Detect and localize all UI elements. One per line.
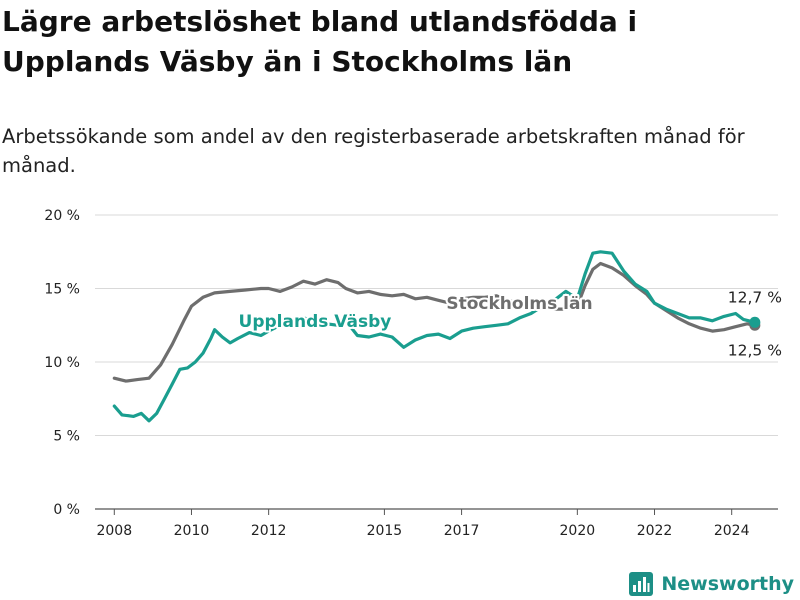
bar-chart-logo-icon xyxy=(629,572,654,596)
x-tick-label: 2010 xyxy=(174,523,210,539)
end-label-stockholms-lan: 12,5 % xyxy=(728,341,782,359)
series-line-stockholms-lan xyxy=(112,261,757,383)
x-tick-label: 2012 xyxy=(251,523,287,539)
x-tick-label: 2017 xyxy=(444,523,480,539)
brand-name: Newsworthy xyxy=(661,573,794,595)
y-tick-label: 20 % xyxy=(44,208,80,224)
series-label-upplands-vasby: Upplands Väsby xyxy=(239,312,392,332)
y-tick-label: 5 % xyxy=(53,429,80,445)
y-tick-label: 0 % xyxy=(53,502,80,518)
chart-title: Lägre arbetslöshet bland utlandsfödda i … xyxy=(2,5,638,78)
brand-logo: Newsworthy xyxy=(629,572,794,596)
line-chart: 0 % 5 % 10 % 15 % 20 % 2008 2010 2012 2015 2017 20… xyxy=(44,208,782,539)
x-tick-label: 2020 xyxy=(560,523,596,539)
x-tick-label: 2015 xyxy=(367,523,403,539)
end-point-upplands-vasby xyxy=(749,316,761,328)
end-label-upplands-vasby: 12,7 % xyxy=(728,288,782,306)
x-tick-label: 2022 xyxy=(637,523,673,539)
series-label-stockholms-lan: Stockholms län xyxy=(446,294,592,314)
chart-subtitle: Arbetssökande som andel av den registerb… xyxy=(2,125,745,177)
x-tick-label: 2008 xyxy=(96,523,132,539)
x-tick-label: 2024 xyxy=(714,523,750,539)
y-tick-label: 15 % xyxy=(44,282,80,298)
y-tick-label: 10 % xyxy=(44,355,80,371)
series-line-upplands-vasby xyxy=(112,250,757,423)
